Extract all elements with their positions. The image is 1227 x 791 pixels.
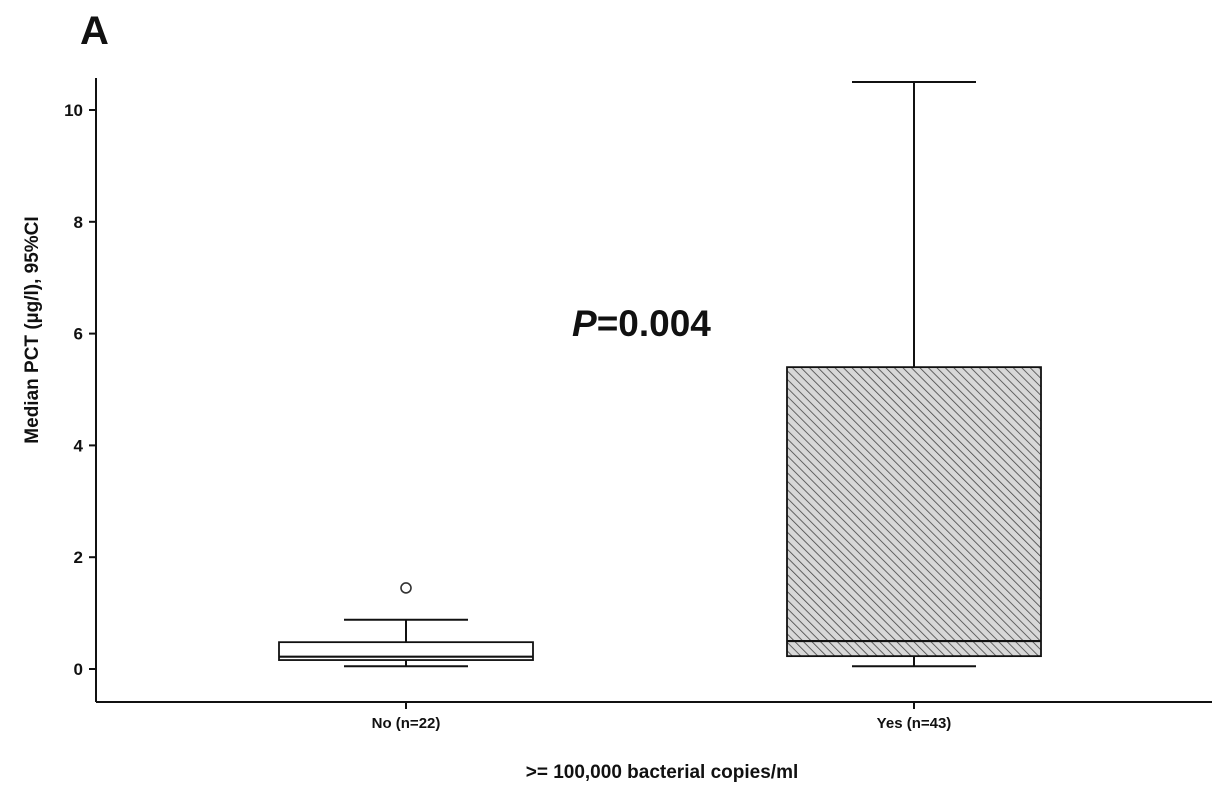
- box-1-outlier-1: [400, 582, 412, 594]
- y-tick-label-4: 4: [74, 436, 84, 455]
- y-tick-label-6: 6: [74, 325, 83, 344]
- box-2-iqr-rect: [786, 366, 1042, 658]
- y-tick-label-0: 0: [74, 660, 83, 679]
- p-value-annotation: P=0.004: [572, 303, 711, 344]
- x-tick-label-1: No (n=22): [372, 715, 441, 732]
- p-value-number: =0.004: [597, 303, 712, 344]
- p-value-letter: P: [572, 303, 597, 344]
- box-1-iqr-rect: [278, 641, 534, 661]
- y-tick-label-10: 10: [64, 101, 83, 120]
- y-tick-label-2: 2: [74, 548, 83, 567]
- x-axis-title: >= 100,000 bacterial copies/ml: [526, 762, 799, 783]
- y-tick-label-8: 8: [74, 213, 83, 232]
- panel-label: A: [80, 9, 109, 53]
- y-axis-title: Median PCT (µg/l), 95%CI: [22, 216, 43, 443]
- x-tick-label-2: Yes (n=43): [877, 715, 952, 732]
